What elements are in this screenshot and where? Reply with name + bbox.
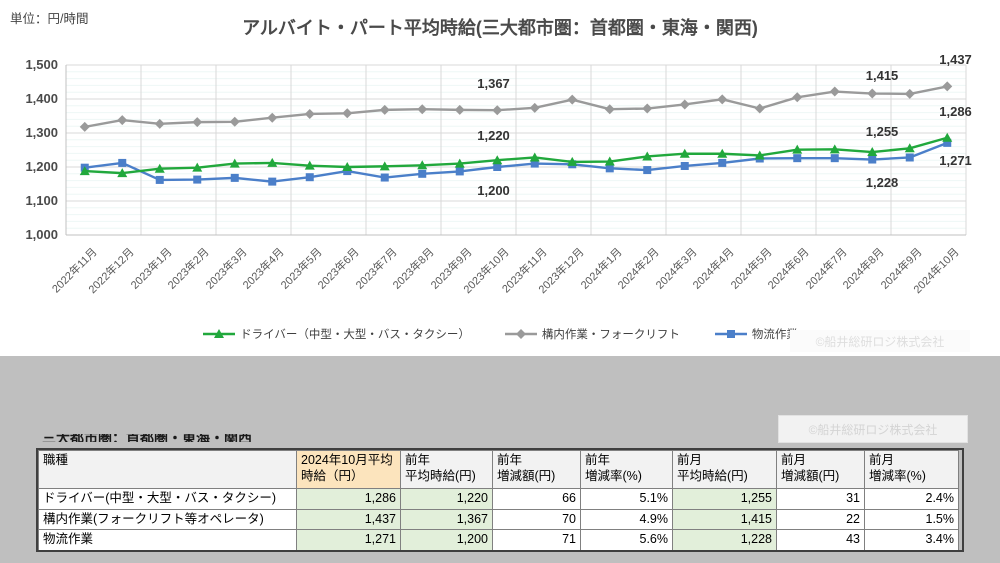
chart-watermark: ©船井総研ロジ株式会社 bbox=[790, 330, 970, 352]
sheet-date-1: 2023/10/1 bbox=[415, 428, 467, 440]
sheet-title: 三大都市圏：首都圏・東海・関西 bbox=[42, 430, 252, 446]
sheet-date-2: 10 bbox=[585, 428, 598, 440]
chart-legend: ドライバー（中型・大型・バス・タクシー） 構内作業・フォークリフト 物流作業 bbox=[0, 326, 1000, 342]
table-header-row: 職種 2024年10月平均 時給（円） 前年 平均時給(円) 前年 増減額(円)… bbox=[38, 450, 959, 489]
table-row: ドライバー(中型・大型・バス・タクシー) 1,286 1,220 66 5.1% 1,25… bbox=[38, 488, 959, 510]
legend-marker-icon bbox=[504, 329, 537, 339]
cell-prev-month-rate: 1.5% bbox=[864, 508, 959, 531]
cell-prev-month-rate: 3.4% bbox=[864, 529, 959, 551]
y-tick-1100: 1,100 bbox=[25, 193, 58, 208]
cell-current-wage: 1,437 bbox=[296, 508, 401, 531]
cell-job: 構内作業(フォークリフト等オペレータ) bbox=[38, 508, 297, 531]
cell-job: ドライバー(中型・大型・バス・タクシー) bbox=[38, 488, 297, 510]
data-label-1286: 1,286 bbox=[939, 103, 972, 119]
data-label-1367: 1,367 bbox=[477, 76, 510, 92]
table-row: 構内作業(フォークリフト等オペレータ) 1,437 1,367 70 4.9% 1,415… bbox=[38, 508, 959, 531]
data-label-1415: 1,415 bbox=[865, 67, 899, 83]
cell-prev-year-diff: 70 bbox=[492, 508, 581, 531]
cell-current-wage: 1,271 bbox=[296, 529, 401, 551]
header-job: 職種 bbox=[38, 450, 297, 489]
cell-prev-month-diff: 22 bbox=[776, 508, 865, 531]
cell-prev-year-diff: 66 bbox=[492, 488, 581, 510]
sheet-date-0: 2024/10/1 bbox=[300, 428, 352, 440]
cell-prev-month-diff: 43 bbox=[776, 529, 865, 551]
cell-prev-month-rate: 2.4% bbox=[864, 488, 959, 510]
sheet-date-3: 1024/9/1 bbox=[700, 428, 745, 440]
y-tick-1000: 1,000 bbox=[25, 227, 58, 242]
y-tick-1300: 1,300 bbox=[25, 125, 58, 140]
data-label-1255: 1,255 bbox=[865, 124, 899, 140]
cell-prev-month-wage: 1,415 bbox=[672, 508, 777, 531]
data-label-1228: 1,228 bbox=[865, 175, 899, 191]
cell-prev-year-rate: 5.6% bbox=[580, 529, 673, 551]
header-prev-year-diff: 前年 増減額(円) bbox=[492, 450, 581, 489]
data-label-1220: 1,220 bbox=[477, 128, 510, 144]
cell-prev-year-wage: 1,200 bbox=[400, 529, 493, 551]
chart-title: アルバイト・パート平均時給(三大都市圏：首都圏・東海・関西) bbox=[242, 18, 758, 38]
y-tick-1200: 1,200 bbox=[25, 159, 58, 174]
table-row: 物流作業 1,271 1,200 71 5.6% 1,228 43 3.4% bbox=[38, 529, 959, 551]
legend-label-1: 構内作業・フォークリフト bbox=[541, 329, 680, 341]
header-current-wage: 2024年10月平均 時給（円） bbox=[296, 450, 401, 489]
cell-prev-year-rate: 5.1% bbox=[580, 488, 673, 510]
data-label-1200: 1,200 bbox=[477, 183, 510, 198]
cell-job: 物流作業 bbox=[38, 529, 297, 551]
header-prev-year-wage: 前年 平均時給(円) bbox=[400, 450, 493, 489]
cell-prev-month-wage: 1,228 bbox=[672, 529, 777, 551]
legend-item-1[interactable]: 構内作業・フォークリフト bbox=[504, 326, 680, 342]
cell-prev-year-rate: 4.9% bbox=[580, 508, 673, 531]
cell-prev-year-wage: 1,220 bbox=[400, 488, 493, 510]
legend-marker-icon bbox=[203, 329, 236, 338]
series-0 bbox=[79, 132, 953, 178]
header-prev-year-rate: 前年 増減率(%) bbox=[580, 450, 673, 489]
legend-item-2[interactable]: 物流作業 bbox=[714, 326, 798, 342]
cell-prev-year-diff: 71 bbox=[492, 529, 581, 551]
legend-label-0: ドライバー（中型・大型・バス・タクシー） bbox=[240, 329, 470, 341]
header-prev-month-diff: 前月 増減額(円) bbox=[776, 450, 865, 489]
cell-prev-month-diff: 31 bbox=[776, 488, 865, 510]
line-chart-plot bbox=[65, 64, 967, 236]
y-tick-1400: 1,400 bbox=[25, 91, 58, 106]
header-prev-month-wage: 前月 平均時給(円) bbox=[672, 450, 777, 489]
sheet-header-strip: 三大都市圏：首都圏・東海・関西 2024/10/1 2023/10/1 10 1024… bbox=[0, 428, 1000, 450]
data-label-1437: 1,437 bbox=[939, 52, 972, 68]
cell-prev-year-wage: 1,367 bbox=[400, 508, 493, 531]
y-tick-1500: 1,500 bbox=[25, 57, 58, 72]
unit-label: 単位：円/時間 bbox=[10, 12, 89, 26]
data-label-1271: 1,271 bbox=[939, 152, 972, 168]
wage-summary-table: 職種 2024年10月平均 時給（円） 前年 平均時給(円) 前年 増減額(円)… bbox=[38, 450, 959, 551]
legend-item-0[interactable]: ドライバー（中型・大型・バス・タクシー） bbox=[202, 326, 470, 342]
legend-label-2: 物流作業 bbox=[751, 329, 798, 341]
series-1 bbox=[79, 81, 953, 132]
cell-current-wage: 1,286 bbox=[296, 488, 401, 510]
chart-panel: 単位：円/時間 アルバイト・パート平均時給(三大都市圏：首都圏・東海・関西) 1… bbox=[0, 12, 1000, 352]
cell-prev-month-wage: 1,255 bbox=[672, 488, 777, 510]
header-prev-month-rate: 前月 増減率(%) bbox=[864, 450, 959, 489]
legend-marker-icon bbox=[714, 330, 747, 338]
table-watermark: ©船井総研ロジ株式会社 bbox=[778, 415, 968, 443]
table-body: ドライバー(中型・大型・バス・タクシー) 1,286 1,220 66 5.1% 1,25… bbox=[38, 488, 959, 551]
